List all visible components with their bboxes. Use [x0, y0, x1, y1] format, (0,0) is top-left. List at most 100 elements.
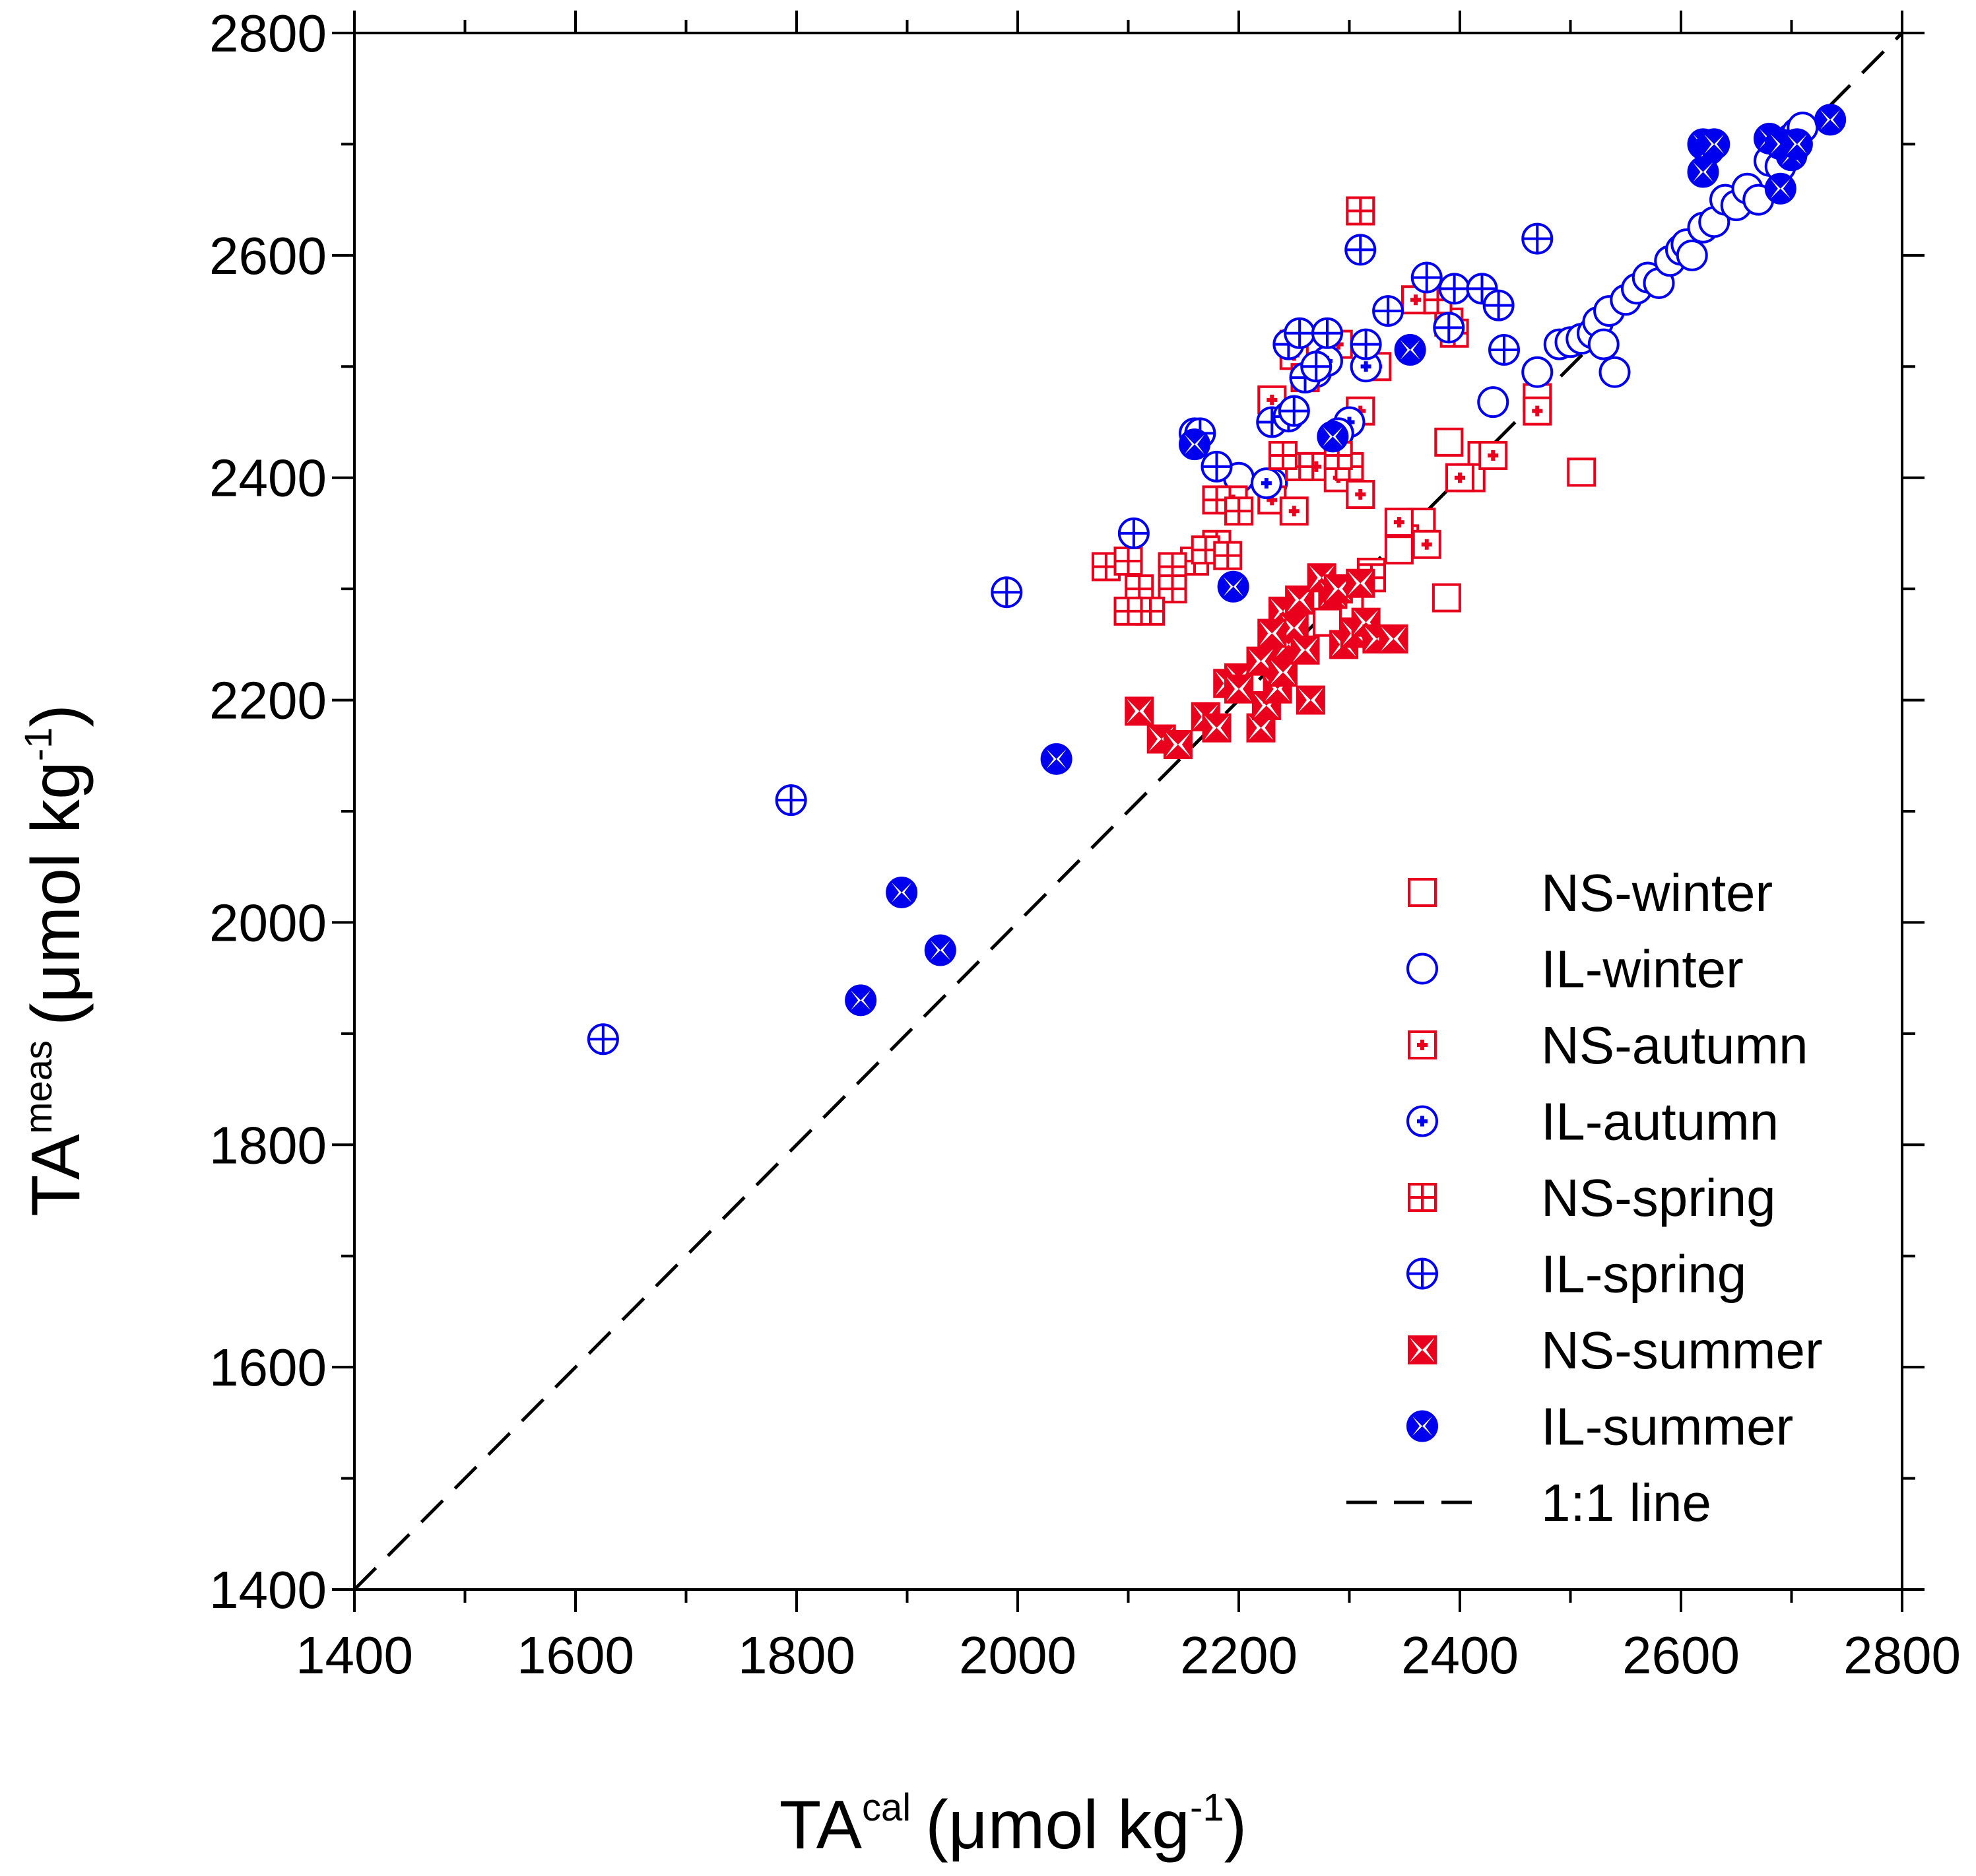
- legend-item: IL-autumn: [1406, 1092, 1779, 1151]
- data-point: [1350, 328, 1382, 360]
- marker-bowtie: [1347, 570, 1374, 597]
- data-point: [1201, 450, 1233, 483]
- data-point: [1434, 427, 1464, 457]
- marker-bowtie: [1226, 675, 1252, 702]
- marker-bowtie: [1699, 129, 1729, 159]
- marker-bowtie: [1203, 714, 1230, 741]
- data-point: [1117, 517, 1150, 549]
- y-tick-label: 2400: [209, 449, 327, 508]
- data-point: [1224, 496, 1253, 526]
- x-tick-label: 1600: [517, 1626, 634, 1685]
- marker-bowtie: [1180, 430, 1209, 459]
- data-point: [1438, 273, 1470, 305]
- data-point: [1113, 547, 1143, 576]
- marker-cross: [1355, 488, 1366, 500]
- x-tick-label: 2600: [1622, 1626, 1740, 1685]
- data-point: [1317, 420, 1349, 453]
- marker-cross: [1421, 539, 1432, 550]
- data-point: [1488, 334, 1520, 366]
- data-point: [1384, 508, 1414, 537]
- data-point: [1346, 196, 1375, 226]
- marker-cross: [1261, 478, 1272, 489]
- data-point: [1163, 729, 1193, 759]
- legend: NS-winter IL-winter NS-autumn IL-autumn NS-s…: [1346, 863, 1823, 1532]
- legend-label: IL-summer: [1541, 1397, 1793, 1456]
- data-point: [1676, 239, 1708, 271]
- marker-bowtie: [1126, 698, 1153, 725]
- data-point: [1523, 396, 1552, 426]
- ticks: 1400 1600 1800 2000 2200 2400 2600 2800 1400 1600…: [209, 4, 1961, 1685]
- data-point: [1344, 234, 1377, 266]
- data-point: [1372, 295, 1404, 327]
- x-axis-title: TAcal (μmol kg-1): [779, 1786, 1247, 1863]
- marker-bowtie: [925, 935, 955, 965]
- data-point: [924, 934, 956, 966]
- marker-bowtie: [1247, 648, 1274, 675]
- x-tick-label: 2400: [1401, 1626, 1519, 1685]
- legend-marker: [1406, 1410, 1438, 1442]
- marker-shape: [1477, 386, 1509, 419]
- marker-bowtie: [846, 986, 876, 1015]
- data-point: [1040, 743, 1072, 775]
- data-points: [587, 104, 1847, 1055]
- data-point: [1432, 583, 1461, 613]
- marker-shape: [1432, 583, 1461, 613]
- data-point: [1113, 596, 1143, 626]
- marker-bowtie: [1688, 157, 1718, 187]
- legend-label: NS-winter: [1541, 863, 1773, 922]
- legend-item: NS-autumn: [1408, 1016, 1808, 1075]
- marker-cross: [1455, 472, 1465, 483]
- legend-item: IL-spring: [1406, 1245, 1746, 1304]
- marker-shape: [1598, 356, 1631, 388]
- x-tick-label: 2200: [1180, 1626, 1298, 1685]
- marker-shape: [1408, 878, 1437, 907]
- y-tick-label: 1400: [209, 1560, 327, 1619]
- legend-item: IL-winter: [1406, 940, 1744, 999]
- marker-shape: [1521, 356, 1554, 388]
- data-point: [991, 576, 1023, 609]
- marker-bowtie: [1395, 335, 1425, 365]
- legend-marker: [1406, 1105, 1438, 1137]
- marker-bowtie: [1280, 615, 1307, 642]
- data-point: [1278, 395, 1310, 427]
- data-point: [1346, 568, 1375, 598]
- legend-marker: [1408, 1183, 1437, 1212]
- marker-shape: [1406, 953, 1438, 985]
- marker-shape: [1587, 328, 1620, 360]
- marker-bowtie: [1380, 625, 1407, 652]
- data-point: [1433, 312, 1465, 344]
- data-point: [1250, 467, 1282, 500]
- data-point: [1477, 386, 1509, 419]
- marker-cross: [1488, 450, 1499, 461]
- legend-marker: [1408, 878, 1437, 907]
- data-point: [1224, 674, 1253, 704]
- data-point: [1384, 535, 1414, 565]
- data-point: [1482, 289, 1515, 321]
- marker-bowtie: [1408, 1411, 1437, 1441]
- marker-bowtie: [1297, 687, 1324, 714]
- marker-cross: [1417, 1116, 1428, 1127]
- data-point: [1346, 479, 1375, 509]
- marker-cross: [1393, 517, 1404, 528]
- marker-bowtie: [1270, 659, 1296, 686]
- legend-item: NS-winter: [1408, 863, 1773, 922]
- marker-cross: [1288, 506, 1300, 517]
- legend-label: NS-spring: [1541, 1168, 1776, 1227]
- legend-marker: [1408, 1030, 1437, 1059]
- y-tick-label: 2600: [209, 226, 327, 285]
- data-point: [1394, 334, 1426, 366]
- marker-shape: [1434, 427, 1464, 457]
- marker-bowtie: [1247, 714, 1274, 741]
- data-point: [1311, 317, 1343, 349]
- marker-bowtie: [887, 877, 917, 907]
- x-tick-label: 2800: [1843, 1626, 1961, 1685]
- data-point: [1296, 685, 1325, 715]
- y-tick-label: 1600: [209, 1338, 327, 1397]
- data-point: [845, 984, 877, 1017]
- legend-item: NS-spring: [1408, 1168, 1776, 1227]
- data-point: [1300, 351, 1333, 383]
- marker-bowtie: [1782, 129, 1812, 159]
- marker-cross: [1311, 461, 1322, 472]
- data-point: [1412, 529, 1441, 559]
- marker-bowtie: [1409, 1337, 1435, 1363]
